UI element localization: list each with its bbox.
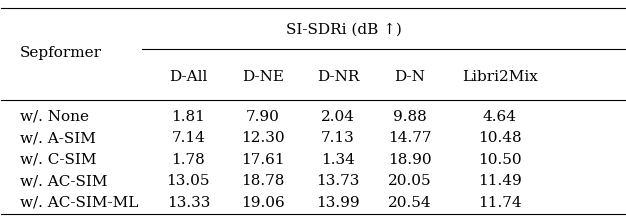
- Text: w/. A-SIM: w/. A-SIM: [20, 131, 96, 145]
- Text: D-NR: D-NR: [317, 70, 359, 84]
- Text: 2.04: 2.04: [321, 109, 355, 124]
- Text: D-N: D-N: [394, 70, 425, 84]
- Text: D-All: D-All: [169, 70, 208, 84]
- Text: 10.50: 10.50: [478, 153, 522, 167]
- Text: 1.81: 1.81: [172, 109, 205, 124]
- Text: Sepformer: Sepformer: [20, 46, 102, 60]
- Text: 1.34: 1.34: [321, 153, 355, 167]
- Text: 7.14: 7.14: [172, 131, 205, 145]
- Text: D-NE: D-NE: [242, 70, 284, 84]
- Text: Libri2Mix: Libri2Mix: [462, 70, 538, 84]
- Text: 7.13: 7.13: [321, 131, 355, 145]
- Text: 13.05: 13.05: [167, 174, 210, 188]
- Text: w/. None: w/. None: [20, 109, 89, 124]
- Text: 17.61: 17.61: [242, 153, 285, 167]
- Text: 13.33: 13.33: [167, 196, 210, 210]
- Text: 13.99: 13.99: [316, 196, 360, 210]
- Text: 1.78: 1.78: [172, 153, 205, 167]
- Text: 7.90: 7.90: [246, 109, 280, 124]
- Text: 10.48: 10.48: [478, 131, 522, 145]
- Text: 18.90: 18.90: [387, 153, 431, 167]
- Text: w/. C-SIM: w/. C-SIM: [20, 153, 96, 167]
- Text: 11.74: 11.74: [478, 196, 522, 210]
- Text: w/. AC-SIM-ML: w/. AC-SIM-ML: [20, 196, 138, 210]
- Text: 13.73: 13.73: [316, 174, 359, 188]
- Text: w/. AC-SIM: w/. AC-SIM: [20, 174, 108, 188]
- Text: SI-SDRi (dB ↑): SI-SDRi (dB ↑): [286, 22, 402, 36]
- Text: 12.30: 12.30: [242, 131, 285, 145]
- Text: 20.05: 20.05: [387, 174, 431, 188]
- Text: 14.77: 14.77: [388, 131, 431, 145]
- Text: 19.06: 19.06: [241, 196, 285, 210]
- Text: 4.64: 4.64: [483, 109, 517, 124]
- Text: 18.78: 18.78: [242, 174, 285, 188]
- Text: 20.54: 20.54: [387, 196, 431, 210]
- Text: 11.49: 11.49: [478, 174, 522, 188]
- Text: 9.88: 9.88: [393, 109, 426, 124]
